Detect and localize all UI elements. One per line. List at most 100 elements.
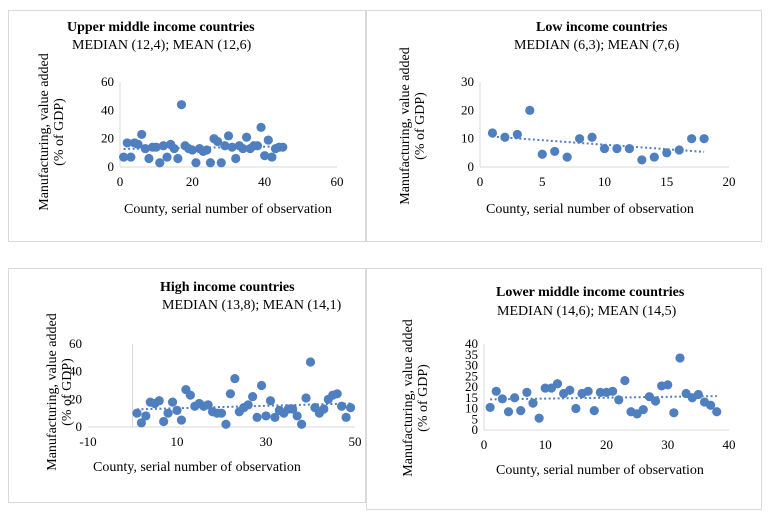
data-point (238, 143, 248, 154)
data-point (185, 390, 195, 400)
x-tick-label: 20 (186, 174, 199, 189)
data-point (534, 413, 544, 423)
data-point (319, 404, 329, 414)
x-axis-label: County, serial number of observation (124, 202, 332, 217)
data-point (301, 393, 311, 403)
chart-frame (366, 10, 762, 242)
data-point (227, 142, 237, 152)
data-point (587, 132, 597, 142)
y-tick-label: 0 (76, 419, 83, 434)
chart-frame (8, 10, 366, 242)
data-point (202, 145, 212, 155)
x-axis-label: County, serial number of observation (93, 460, 301, 475)
data-point (699, 134, 709, 144)
data-point (712, 407, 722, 417)
data-point (252, 141, 263, 151)
data-point (693, 389, 703, 400)
data-point (231, 153, 241, 164)
data-point (500, 132, 510, 142)
x-tick-label: 30 (260, 434, 273, 449)
data-point (256, 122, 266, 132)
data-point (263, 135, 273, 145)
x-tick-label: 10 (598, 174, 611, 189)
data-point (163, 408, 173, 418)
y-tick-label: 5 (472, 411, 479, 426)
chart-subtitle: MEDIAN (12,4); MEAN (12,6) (72, 38, 252, 53)
data-point (292, 411, 302, 421)
chart-subtitle: MEDIAN (6,3); MEAN (7,6) (514, 38, 680, 53)
data-point (172, 405, 182, 415)
data-point (132, 408, 142, 418)
data-point (223, 131, 234, 141)
y-tick-label: 60 (101, 74, 114, 89)
data-point (620, 375, 630, 386)
data-point (305, 357, 316, 367)
data-point (571, 403, 581, 414)
data-point (278, 142, 288, 152)
data-point (265, 396, 276, 406)
data-point (191, 158, 201, 168)
y-tick-label: 35 (465, 347, 478, 362)
data-point (599, 143, 610, 154)
data-point (144, 153, 154, 164)
data-point (140, 143, 150, 154)
x-tick-label: 5 (539, 174, 546, 189)
data-point (187, 145, 197, 155)
data-point (612, 143, 622, 154)
x-tick-label: 30 (661, 437, 674, 452)
data-point (638, 404, 648, 415)
data-point (205, 158, 216, 168)
data-point (248, 391, 258, 402)
x-tick-label: 10 (539, 437, 552, 452)
chart-subtitle: MEDIAN (14,6); MEAN (14,5) (497, 304, 677, 319)
data-point (485, 402, 495, 413)
data-point (649, 152, 659, 162)
data-point (267, 152, 277, 162)
x-axis-label: County, serial number of observation (496, 463, 704, 478)
data-point (624, 143, 635, 154)
data-point (662, 148, 672, 158)
y-tick-label: 40 (69, 364, 82, 379)
trendline (490, 395, 717, 401)
data-point (525, 105, 535, 115)
data-point (562, 152, 572, 162)
data-point (119, 152, 129, 162)
data-point (243, 400, 253, 410)
data-point (522, 387, 532, 397)
data-point (497, 394, 507, 404)
y-tick-label: 40 (465, 336, 478, 351)
data-point (288, 404, 298, 414)
data-point (230, 373, 240, 384)
data-point (169, 143, 179, 154)
x-tick-label: 40 (258, 174, 271, 189)
data-point (706, 400, 716, 410)
data-point (173, 153, 183, 164)
y-tick-label: 25 (465, 368, 478, 383)
data-point (216, 408, 227, 418)
x-tick-label: 0 (477, 174, 484, 189)
data-point (674, 145, 684, 155)
x-tick-label: 0 (481, 437, 488, 452)
data-point (614, 395, 624, 405)
data-point (270, 412, 280, 422)
y-tick-label: 0 (472, 422, 479, 437)
data-point (216, 158, 226, 168)
y-tick-label: 40 (101, 102, 114, 117)
data-point (220, 141, 230, 151)
x-tick-label: 0 (117, 174, 124, 189)
data-point (528, 398, 538, 408)
data-point (637, 155, 647, 165)
data-point (575, 134, 585, 144)
data-point (341, 412, 351, 422)
y-tick-label: 20 (101, 131, 114, 146)
data-point (337, 401, 347, 411)
data-point (583, 386, 593, 396)
data-point (167, 397, 178, 407)
